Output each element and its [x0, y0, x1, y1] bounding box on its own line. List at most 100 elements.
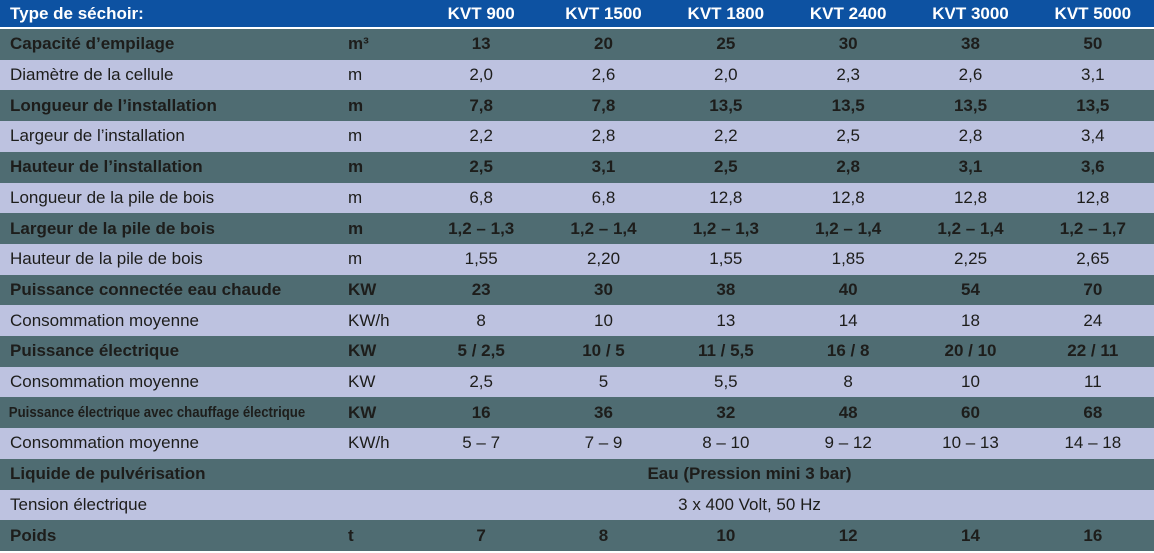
row-value: 1,2 – 1,4	[570, 218, 637, 238]
row-value: 2,8	[591, 126, 616, 146]
row-value: 13,5	[1076, 95, 1110, 115]
row-unit: m	[348, 187, 363, 207]
row-value: 1,2 – 1,3	[692, 218, 759, 238]
row-unit: KW	[348, 279, 377, 299]
row-value: 1,2 – 1,4	[937, 218, 1004, 238]
column-header-kvt-1800: KVT 1800	[687, 3, 765, 23]
row-value: 3,6	[1081, 157, 1105, 177]
row-value: 2,20	[586, 249, 621, 269]
row-unit: m³	[348, 34, 369, 54]
row-value: 13,5	[831, 95, 865, 115]
row-label: Consommation moyenne	[10, 372, 199, 392]
row-value: 11 / 5,5	[697, 341, 754, 361]
row-value: 10	[716, 525, 736, 545]
table-row: Consommation moyenne KW/h 8 10 13 14 18 24	[0, 305, 1154, 337]
row-value: 22 / 11	[1067, 341, 1119, 361]
table-row: Puissance électrique KW 5 / 2,5 10 / 5 11 /…	[0, 336, 1154, 367]
row-value: 12,8	[709, 187, 743, 207]
row-value: 40	[838, 279, 858, 299]
table-row: Consommation moyenne KW 2,5 5 5,5 8 10 11	[0, 366, 1154, 398]
row-value: 2,6	[591, 65, 616, 85]
row-value: 70	[1083, 279, 1103, 299]
row-label: Diamètre de la cellule	[10, 65, 174, 85]
row-value: 7,8	[591, 95, 616, 115]
row-value: 3,1	[1081, 65, 1105, 85]
row-unit: m	[348, 65, 363, 85]
row-value: 2,0	[469, 65, 493, 85]
row-value: 2,65	[1076, 249, 1110, 269]
row-value: 2,25	[953, 249, 988, 269]
row-value: 38	[716, 279, 736, 299]
table-body: Capacité d’empilage m³ 13 20 25 30 38 50 Diamè…	[0, 29, 1154, 551]
row-value: 25	[716, 34, 736, 54]
row-value: 12,8	[953, 187, 988, 207]
row-value: 32	[716, 402, 736, 422]
row-value: 5 / 2,5	[457, 341, 505, 361]
row-label: Longueur de la pile de bois	[10, 187, 215, 207]
row-value: 10 – 13	[942, 433, 999, 453]
row-value: 13	[716, 310, 736, 330]
row-value: 20	[594, 34, 613, 54]
row-value: 3,1	[958, 157, 983, 177]
row-value: 2,5	[836, 126, 860, 146]
row-unit: m	[348, 157, 364, 177]
column-header-kvt-2400: KVT 2400	[809, 3, 887, 23]
row-unit: KW	[348, 341, 377, 361]
table-row: Capacité d’empilage m³ 13 20 25 30 38 50	[0, 29, 1154, 60]
row-value: 3,1	[591, 157, 616, 177]
table-row: Hauteur de la pile de bois m 1,55 2,20 1,55…	[0, 243, 1154, 275]
row-unit: m	[348, 218, 364, 238]
row-value: 6,8	[469, 187, 493, 207]
row-value: 13	[471, 34, 491, 54]
row-value: 5	[598, 372, 609, 392]
row-merged-value: Eau (Pression mini 3 bar)	[647, 464, 852, 484]
row-value: 36	[594, 402, 613, 422]
table-row: Puissance connectée eau chaude KW 23 30 38 4…	[0, 274, 1154, 306]
row-value: 7,8	[469, 95, 493, 115]
table-row: Consommation moyenne KW/h 5 – 7 7 – 9 8 – 1…	[0, 428, 1154, 459]
row-unit: KW/h	[348, 310, 390, 330]
row-value: 23	[471, 279, 491, 299]
row-label: Largeur de l’installation	[10, 126, 185, 146]
row-value: 10	[594, 310, 613, 330]
table-row: Hauteur de l’installation m 2,5 3,1 2,5 2,8 3…	[0, 151, 1154, 183]
row-value: 2,5	[469, 157, 493, 177]
column-header-kvt-5000: KVT 5000	[1054, 3, 1132, 23]
row-value: 9 – 12	[824, 433, 872, 453]
row-unit: m	[348, 95, 364, 115]
row-label: Consommation moyenne	[10, 433, 199, 453]
row-value: 30	[838, 34, 858, 54]
table-row: Longueur de l’installation m 7,8 7,8 13,5 13…	[0, 90, 1154, 122]
table-row: Diamètre de la cellule m 2,0 2,6 2,0 2,3 2,6 3…	[0, 59, 1154, 91]
row-label: Hauteur de l’installation	[10, 157, 203, 177]
row-label: Tension électrique	[10, 494, 148, 514]
row-value: 2,2	[714, 126, 738, 146]
row-value: 16	[1083, 525, 1103, 545]
table-row: Largeur de l’installation m 2,2 2,8 2,2 2,5 2…	[0, 121, 1154, 152]
table-header-row: Type de séchoir: KVT 900 KVT 1500 KVT 18…	[0, 0, 1154, 29]
row-unit: t	[348, 525, 354, 545]
row-value: 14	[961, 525, 980, 545]
table-row: Liquide de pulvérisation Eau (Pression m…	[0, 458, 1154, 490]
row-label: Hauteur de la pile de bois	[10, 249, 203, 269]
row-value: 12,8	[831, 187, 865, 207]
table-row: Longueur de la pile de bois m 6,8 6,8 12,8 1…	[0, 182, 1154, 214]
row-value: 20 / 10	[944, 341, 997, 361]
table-row: Tension électrique 3 x 400 Volt, 50 Hz	[0, 489, 1154, 521]
column-header-kvt-900: KVT 900	[447, 3, 515, 23]
row-value: 6,8	[591, 187, 616, 207]
row-unit: m	[348, 126, 363, 146]
row-value: 13,5	[953, 95, 988, 115]
row-label: Liquide de pulvérisation	[10, 464, 206, 484]
table-title: Type de séchoir:	[10, 3, 144, 23]
row-unit: m	[348, 249, 363, 269]
row-value: 10	[961, 372, 980, 392]
row-value: 14 – 18	[1064, 433, 1122, 453]
row-value: 3,4	[1081, 126, 1105, 146]
row-value: 13,5	[709, 95, 743, 115]
row-value: 50	[1083, 34, 1103, 54]
table-row: Largeur de la pile de bois m 1,2 – 1,3 1,2…	[0, 213, 1154, 244]
row-value: 16	[471, 402, 491, 422]
row-value: 12,8	[1076, 187, 1110, 207]
